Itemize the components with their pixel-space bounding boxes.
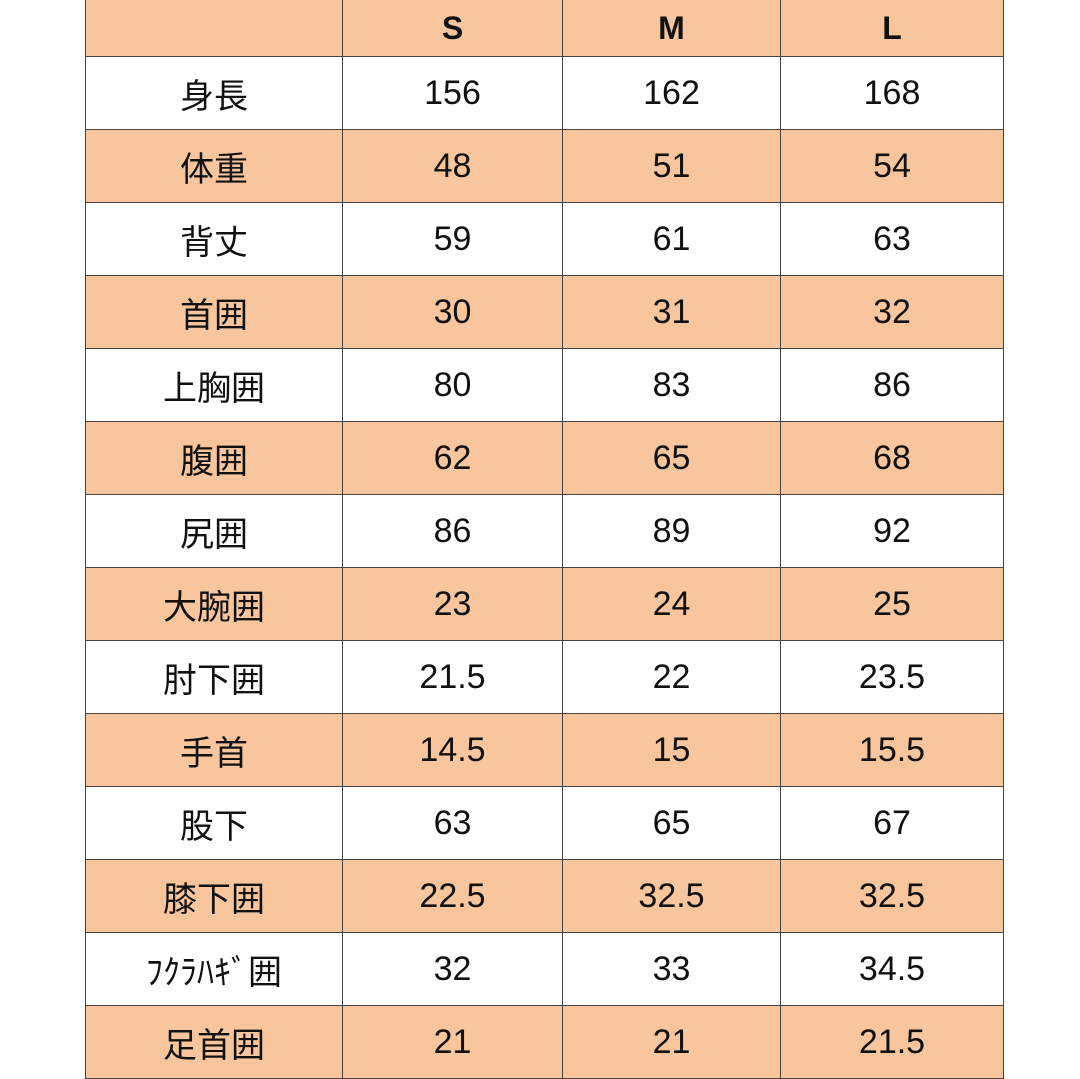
value-cell: 32	[781, 276, 1004, 348]
value-cell: 22.5	[343, 860, 563, 932]
value-cell: 162	[563, 57, 781, 129]
value-cell: 21	[563, 1006, 781, 1078]
row-label: 上胸囲	[86, 349, 343, 421]
value-cell: 63	[343, 787, 563, 859]
row-label: 手首	[86, 714, 343, 786]
value-cell: 22	[563, 641, 781, 713]
value-cell: 156	[343, 57, 563, 129]
value-cell: 54	[781, 130, 1004, 202]
row-label: 身長	[86, 57, 343, 129]
value-cell: 51	[563, 130, 781, 202]
row-label: 股下	[86, 787, 343, 859]
value-cell: 86	[343, 495, 563, 567]
value-cell: 33	[563, 933, 781, 1005]
value-cell: 83	[563, 349, 781, 421]
row-label: ﾌｸﾗﾊｷﾞ囲	[86, 933, 343, 1005]
value-cell: 32.5	[563, 860, 781, 932]
table-row: ﾌｸﾗﾊｷﾞ囲 32 33 34.5	[86, 933, 1004, 1006]
value-cell: 25	[781, 568, 1004, 640]
table-row: 尻囲 86 89 92	[86, 495, 1004, 568]
row-label: 首囲	[86, 276, 343, 348]
value-cell: 15.5	[781, 714, 1004, 786]
table-row: 肘下囲 21.5 22 23.5	[86, 641, 1004, 714]
value-cell: 32	[343, 933, 563, 1005]
value-cell: 48	[343, 130, 563, 202]
table-row: 膝下囲 22.5 32.5 32.5	[86, 860, 1004, 933]
table-row: 体重 48 51 54	[86, 130, 1004, 203]
table-row: 腹囲 62 65 68	[86, 422, 1004, 495]
value-cell: 65	[563, 787, 781, 859]
table-row: 手首 14.5 15 15.5	[86, 714, 1004, 787]
corner-cell	[86, 0, 343, 56]
value-cell: 30	[343, 276, 563, 348]
row-label: 背丈	[86, 203, 343, 275]
value-cell: 168	[781, 57, 1004, 129]
column-header: M	[563, 0, 781, 56]
value-cell: 86	[781, 349, 1004, 421]
row-label: 足首囲	[86, 1006, 343, 1078]
value-cell: 65	[563, 422, 781, 494]
value-cell: 80	[343, 349, 563, 421]
value-cell: 59	[343, 203, 563, 275]
column-header: L	[781, 0, 1004, 56]
value-cell: 21.5	[343, 641, 563, 713]
table-row: 身長 156 162 168	[86, 57, 1004, 130]
value-cell: 67	[781, 787, 1004, 859]
row-label: 大腕囲	[86, 568, 343, 640]
value-cell: 14.5	[343, 714, 563, 786]
value-cell: 21.5	[781, 1006, 1004, 1078]
column-header: S	[343, 0, 563, 56]
value-cell: 34.5	[781, 933, 1004, 1005]
value-cell: 23.5	[781, 641, 1004, 713]
value-cell: 89	[563, 495, 781, 567]
table-row: 足首囲 21 21 21.5	[86, 1006, 1004, 1079]
value-cell: 63	[781, 203, 1004, 275]
value-cell: 62	[343, 422, 563, 494]
value-cell: 68	[781, 422, 1004, 494]
table-row: 股下 63 65 67	[86, 787, 1004, 860]
value-cell: 61	[563, 203, 781, 275]
table-row: 首囲 30 31 32	[86, 276, 1004, 349]
value-cell: 31	[563, 276, 781, 348]
row-label: 膝下囲	[86, 860, 343, 932]
value-cell: 21	[343, 1006, 563, 1078]
value-cell: 23	[343, 568, 563, 640]
row-label: 肘下囲	[86, 641, 343, 713]
value-cell: 24	[563, 568, 781, 640]
row-label: 体重	[86, 130, 343, 202]
table-row: 背丈 59 61 63	[86, 203, 1004, 276]
value-cell: 15	[563, 714, 781, 786]
table-row: 大腕囲 23 24 25	[86, 568, 1004, 641]
value-cell: 92	[781, 495, 1004, 567]
value-cell: 32.5	[781, 860, 1004, 932]
row-label: 尻囲	[86, 495, 343, 567]
table-row: 上胸囲 80 83 86	[86, 349, 1004, 422]
row-label: 腹囲	[86, 422, 343, 494]
size-table: S M L 身長 156 162 168 体重 48 51 54 背丈 59 61 63 首囲 30 31 32 上胸…	[85, 0, 1004, 1079]
